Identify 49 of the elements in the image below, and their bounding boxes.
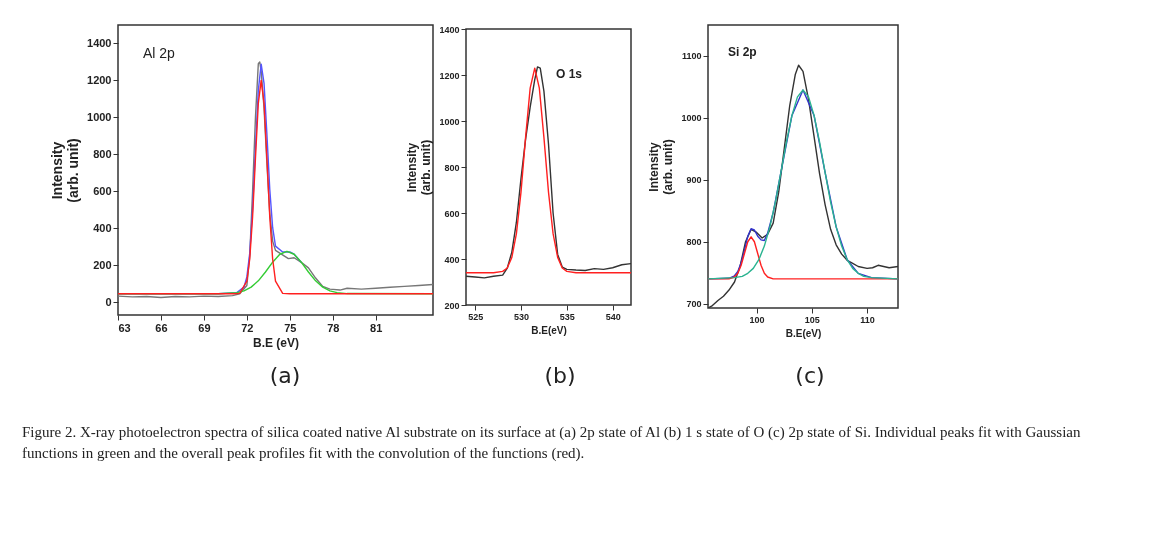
- y-axis-title: Intensity (arb. unit): [49, 138, 82, 203]
- y-tick-label: 1200: [87, 73, 112, 86]
- y-tick-label: 200: [444, 300, 460, 311]
- y-axis-title: Intensity (arb. unit): [647, 139, 676, 195]
- x-axis-title: B.E(eV): [531, 324, 567, 336]
- y-tick-label: 1000: [681, 113, 702, 124]
- y-tick-label: 600: [93, 184, 112, 197]
- x-tick-label: 530: [513, 311, 530, 322]
- y-tick-label: 1100: [681, 51, 702, 62]
- x-tick-label: 69: [198, 321, 211, 334]
- annotation: O 1s: [556, 67, 583, 81]
- y-tick-label: 1000: [87, 110, 112, 123]
- y-tick-label: 400: [93, 221, 112, 234]
- x-tick-label: 63: [118, 321, 131, 334]
- x-tick-label: 535: [559, 311, 575, 322]
- x-tick-label: 105: [804, 314, 820, 325]
- y-tick-label: 1400: [87, 36, 112, 49]
- y-axis-title: Intensity (arb. unit): [405, 139, 434, 196]
- x-tick-label: 78: [327, 321, 340, 334]
- x-tick-label: 81: [370, 321, 383, 334]
- text: (b): [543, 363, 577, 388]
- y-tick-label: 900: [686, 175, 702, 186]
- y-tick-label: 1200: [439, 70, 460, 81]
- y-tick-label: 800: [686, 237, 702, 248]
- x-tick-label: 66: [155, 321, 168, 334]
- line-series: [708, 236, 898, 280]
- text: (a): [268, 363, 302, 388]
- x-axis-title: B.E(eV): [785, 327, 822, 339]
- y-tick-label: 800: [93, 147, 112, 160]
- y-tick-label: 0: [105, 295, 112, 308]
- y-tick-label: 800: [444, 162, 460, 173]
- line-series: [708, 89, 898, 280]
- y-tick-label: 700: [686, 299, 702, 310]
- x-tick-label: 540: [605, 311, 621, 322]
- text: (c): [794, 363, 826, 388]
- x-tick-label: 100: [749, 314, 765, 325]
- y-tick-label: 1000: [439, 116, 460, 127]
- y-tick-label: 600: [444, 208, 460, 219]
- caption: Figure 2. X-ray photoelectron spectra of silica coated native Al substrate on its surface at (a) 2p state of Al (b) 1 s state of O (c) 2p state of Si. Individual peaks fit with Gaussian functions in green and the overall peak profiles fit with the convolution of the functions (red).: [22, 423, 1082, 463]
- y-tick-label: 200: [93, 258, 112, 271]
- annotation: Si 2p: [728, 45, 757, 59]
- annotation: Al 2p: [143, 45, 176, 61]
- x-axis-title: B.E (eV): [252, 335, 300, 350]
- x-tick-label: 72: [241, 321, 254, 334]
- x-tick-label: 75: [284, 321, 297, 334]
- y-tick-label: 1400: [439, 24, 460, 35]
- x-tick-label: 525: [468, 311, 484, 322]
- x-tick-label: 110: [860, 314, 875, 325]
- y-tick-label: 400: [444, 254, 460, 265]
